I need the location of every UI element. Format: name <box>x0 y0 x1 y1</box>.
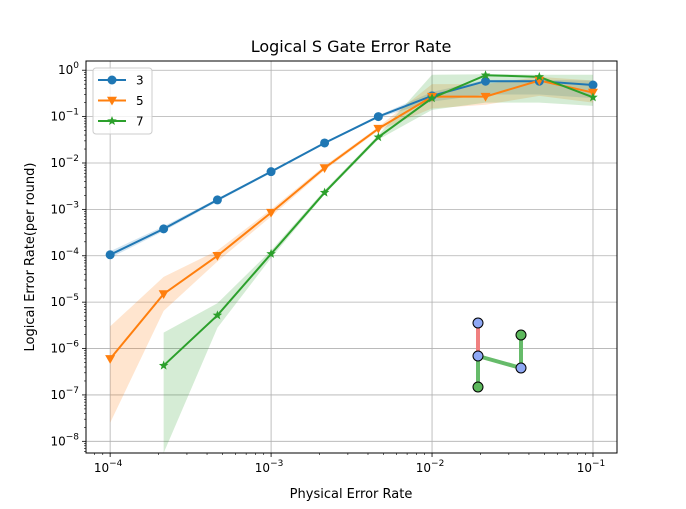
point-series-5-8 <box>534 76 545 86</box>
y-tick-label-6: 10−2 <box>50 154 79 170</box>
y-axis-label: Logical Error Rate(per round) <box>23 163 38 352</box>
y-tick-label-3: 10−5 <box>50 293 79 309</box>
point-series-7-1 <box>212 310 223 320</box>
point-series-3-2 <box>212 195 222 205</box>
legend-label-5: 5 <box>136 94 144 108</box>
y-tick-label-1: 10−7 <box>50 386 79 402</box>
point-series-7-7 <box>534 71 545 81</box>
point-series-3-1 <box>159 224 169 234</box>
chart-title: Logical S Gate Error Rate <box>251 37 452 56</box>
point-series-3-3 <box>266 167 276 177</box>
point-series-7-3 <box>319 187 330 197</box>
y-tick-label-2: 10−6 <box>50 340 79 356</box>
point-series-5-1 <box>158 290 169 299</box>
point-series-7-0 <box>158 360 169 370</box>
series-markers <box>105 70 598 370</box>
point-series-7-2 <box>266 248 276 258</box>
y-tick-label-8: 100 <box>58 61 79 77</box>
axis-ticks: 10−4 10−3 10−2 10−110−810−710−610−510−410−3… <box>50 61 605 475</box>
point-series-5-4 <box>319 164 330 173</box>
inset-node-blue-3 <box>515 362 527 374</box>
point-series-5-7 <box>480 92 491 102</box>
legend-label-7: 7 <box>136 115 144 129</box>
point-series-3-0 <box>105 250 115 260</box>
plot-frame <box>85 60 618 454</box>
point-series-7-6 <box>480 70 491 80</box>
point-series-5-5 <box>373 124 384 134</box>
y-tick-label-0: 10−8 <box>50 432 79 448</box>
line-series-3 <box>109 80 594 256</box>
x-axis-label: Physical Error Rate <box>290 487 413 502</box>
point-series-7-8 <box>588 92 598 102</box>
point-series-3-9 <box>588 80 598 90</box>
y-tick-label-4: 10−4 <box>50 247 79 263</box>
inset-node-blue-2 <box>472 350 484 362</box>
y-tick-label-7: 10−1 <box>50 108 79 124</box>
point-series-3-7 <box>481 76 491 86</box>
grid-lines <box>86 61 617 453</box>
y-tick-label-5: 10−3 <box>50 200 79 216</box>
inset-node-green-1 <box>515 329 527 341</box>
line-series-5 <box>109 79 594 360</box>
legend: 3 5 7 <box>92 67 153 135</box>
legend-marker-7 <box>107 116 117 126</box>
point-series-3-5 <box>373 112 383 122</box>
legend-marker-5 <box>107 96 117 106</box>
inset-node-blue-1 <box>472 317 484 329</box>
point-series-5-0 <box>105 355 116 364</box>
point-series-7-4 <box>373 132 384 142</box>
inset-node-green-2 <box>472 381 484 393</box>
qubit-layout-inset <box>472 317 527 393</box>
point-series-5-2 <box>212 252 223 261</box>
legend-marker-3 <box>107 75 117 85</box>
point-series-3-4 <box>320 138 330 148</box>
legend-label-3: 3 <box>136 74 144 88</box>
point-series-7-5 <box>427 93 437 103</box>
inset-green-edge-2 <box>477 354 522 370</box>
point-series-5-3 <box>266 208 277 218</box>
